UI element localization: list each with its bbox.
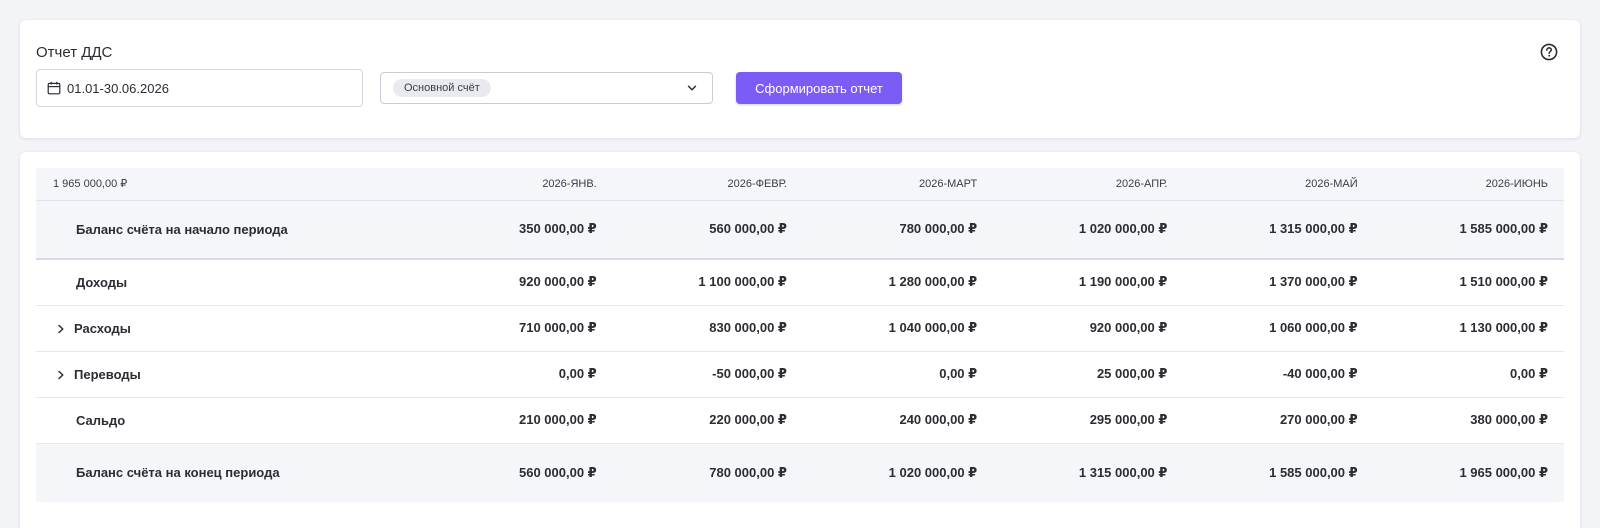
row-label: Доходы [36, 259, 423, 306]
cell-value: 1 020 000,00 ₽ [802, 443, 994, 502]
cell-value: 1 280 000,00 ₽ [802, 259, 994, 306]
cell-value: 25 000,00 ₽ [993, 351, 1184, 398]
account-tag: Основной счёт [393, 79, 491, 97]
cell-value: 1 370 000,00 ₽ [1183, 259, 1374, 306]
cell-value: 0,00 ₽ [1373, 351, 1564, 398]
cell-value: -40 000,00 ₽ [1183, 351, 1374, 398]
cell-value: 0,00 ₽ [802, 351, 994, 398]
cell-value: 270 000,00 ₽ [1183, 397, 1374, 444]
cell-value: 780 000,00 ₽ [802, 200, 994, 260]
cell-value: 240 000,00 ₽ [802, 397, 994, 444]
chevron-right-icon[interactable] [56, 370, 66, 380]
account-select[interactable]: Основной счёт [380, 72, 713, 104]
report-filters-panel: Отчет ДДС 01.01-30.06.2026 Основной счёт… [20, 20, 1580, 138]
cell-value: 220 000,00 ₽ [612, 397, 803, 444]
chevron-right-icon[interactable] [56, 324, 66, 334]
cashflow-table: 1 965 000,00 ₽ 2026-ЯНВ. 2026-ФЕВР. 2026… [36, 168, 1564, 502]
month-header: 2026-ФЕВР. [612, 168, 803, 201]
row-label: Расходы [74, 320, 131, 336]
cell-value: 380 000,00 ₽ [1373, 397, 1564, 444]
cell-value: 560 000,00 ₽ [612, 200, 803, 260]
month-header: 2026-МАЙ [1183, 168, 1374, 201]
cell-value: 1 965 000,00 ₽ [1373, 443, 1564, 502]
cell-value: 1 315 000,00 ₽ [993, 443, 1184, 502]
cell-value: 1 190 000,00 ₽ [993, 259, 1184, 306]
month-header: 2026-ИЮНЬ [1373, 168, 1564, 201]
cell-value: 350 000,00 ₽ [422, 200, 613, 260]
row-label: Баланс счёта на начало периода [36, 200, 423, 260]
cell-value: 710 000,00 ₽ [422, 305, 613, 352]
help-circle-icon[interactable] [1540, 43, 1558, 61]
row-label-cell[interactable]: Расходы [36, 305, 423, 352]
row-income: Доходы 920 000,00 ₽ 1 100 000,00 ₽ 1 280… [36, 259, 1564, 306]
cell-value: 1 060 000,00 ₽ [1183, 305, 1374, 352]
cell-value: 920 000,00 ₽ [422, 259, 613, 306]
row-label: Сальдо [36, 397, 423, 444]
cell-value: 1 315 000,00 ₽ [1183, 200, 1374, 260]
cell-value: 295 000,00 ₽ [993, 397, 1184, 444]
cell-value: 210 000,00 ₽ [422, 397, 613, 444]
date-range-field[interactable]: 01.01-30.06.2026 [36, 69, 363, 107]
row-saldo: Сальдо 210 000,00 ₽ 220 000,00 ₽ 240 000… [36, 397, 1564, 444]
generate-report-button[interactable]: Сформировать отчет [736, 72, 902, 104]
table-header-row: 1 965 000,00 ₽ 2026-ЯНВ. 2026-ФЕВР. 2026… [36, 168, 1564, 201]
cell-value: 830 000,00 ₽ [612, 305, 803, 352]
chevron-down-icon [687, 85, 697, 91]
row-label: Баланс счёта на конец периода [36, 443, 423, 502]
cell-value: 1 130 000,00 ₽ [1373, 305, 1564, 352]
total-header: 1 965 000,00 ₽ [36, 168, 423, 201]
cell-value: 1 020 000,00 ₽ [993, 200, 1184, 260]
row-expenses[interactable]: Расходы 710 000,00 ₽ 830 000,00 ₽ 1 040 … [36, 305, 1564, 352]
row-label: Переводы [74, 366, 141, 382]
cell-value: 780 000,00 ₽ [612, 443, 803, 502]
row-transfers[interactable]: Переводы 0,00 ₽ -50 000,00 ₽ 0,00 ₽ 25 0… [36, 351, 1564, 398]
cell-value: 1 510 000,00 ₽ [1373, 259, 1564, 306]
month-header: 2026-ЯНВ. [422, 168, 613, 201]
cell-value: 1 585 000,00 ₽ [1373, 200, 1564, 260]
row-opening-balance: Баланс счёта на начало периода 350 000,0… [36, 200, 1564, 260]
page-title: Отчет ДДС [36, 44, 113, 61]
cell-value: 920 000,00 ₽ [993, 305, 1184, 352]
month-header: 2026-МАРТ [802, 168, 994, 201]
cell-value: 1 040 000,00 ₽ [802, 305, 994, 352]
row-label-cell[interactable]: Переводы [36, 351, 423, 398]
report-panel: 1 965 000,00 ₽ 2026-ЯНВ. 2026-ФЕВР. 2026… [20, 152, 1580, 528]
cell-value: 1 585 000,00 ₽ [1183, 443, 1374, 502]
row-closing-balance: Баланс счёта на конец периода 560 000,00… [36, 443, 1564, 502]
date-range-value: 01.01-30.06.2026 [67, 80, 169, 96]
cell-value: 1 100 000,00 ₽ [612, 259, 803, 306]
cell-value: -50 000,00 ₽ [612, 351, 803, 398]
calendar-icon [47, 81, 61, 95]
month-header: 2026-АПР. [993, 168, 1184, 201]
cell-value: 0,00 ₽ [422, 351, 613, 398]
cell-value: 560 000,00 ₽ [422, 443, 613, 502]
